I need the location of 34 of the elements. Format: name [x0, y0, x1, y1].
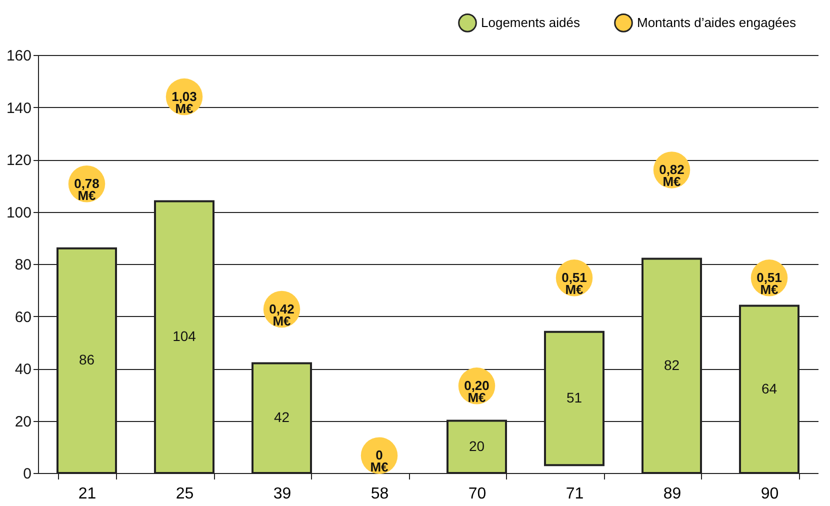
data-label: 0,82 M€ [659, 162, 684, 189]
data-label: 0,78 M€ [74, 176, 100, 203]
data-label: 0,51 M€ [756, 270, 782, 297]
x-tick-label: 39 [273, 486, 292, 502]
y-tick-label: 0 [23, 466, 32, 482]
x-tick-label: 90 [760, 486, 779, 502]
x-tick-label: 21 [78, 486, 96, 502]
y-tick-label: 20 [14, 413, 32, 430]
data-label: 42 [274, 409, 290, 426]
y-tick-label: 160 [6, 48, 32, 64]
x-tick-label: 89 [663, 486, 682, 502]
data-label: 0 M€ [370, 448, 388, 475]
data-label: 86 [78, 352, 95, 368]
data-label: 0,51 M€ [562, 270, 587, 297]
x-tick-label: 71 [566, 486, 584, 502]
x-tick-label: 70 [468, 486, 486, 502]
y-tick-label: 60 [14, 308, 32, 326]
data-label: 0,20 M€ [464, 378, 490, 405]
data-label: 0,42 M€ [269, 301, 294, 328]
y-tick-label: 140 [6, 100, 32, 117]
data-label: 1,03 M€ [172, 88, 197, 116]
data-label: 104 [172, 328, 196, 344]
data-label: 20 [468, 438, 485, 454]
legend-label: Montants d’aides engagées [637, 14, 796, 30]
legend-label: Logements aidés [481, 14, 581, 30]
y-tick-label: 40 [14, 361, 32, 378]
y-tick-label: 80 [14, 256, 32, 274]
data-label: 64 [761, 380, 778, 396]
data-label: 51 [566, 390, 582, 406]
x-tick-label: 25 [176, 486, 194, 502]
y-tick-label: 120 [6, 152, 32, 169]
data-label: 82 [664, 356, 680, 373]
y-tick-label: 100 [6, 204, 32, 222]
x-tick-label: 58 [370, 486, 389, 502]
